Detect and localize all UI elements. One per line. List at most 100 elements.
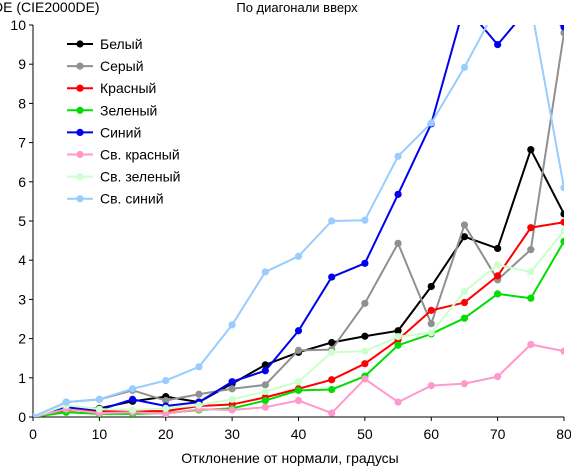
- data-point: [527, 146, 535, 154]
- data-point: [560, 218, 564, 226]
- legend-swatch-marker: [76, 128, 84, 136]
- data-point: [560, 210, 564, 218]
- data-point: [560, 347, 564, 355]
- data-point: [361, 216, 369, 224]
- legend-item: Белый: [67, 36, 143, 52]
- legend-item: Красный: [67, 80, 156, 96]
- data-point: [294, 396, 303, 405]
- data-point: [228, 395, 236, 403]
- y-tick-label: 9: [18, 56, 26, 72]
- data-point: [560, 29, 564, 37]
- x-tick-label: 20: [158, 426, 174, 442]
- data-point: [394, 341, 402, 349]
- data-point: [361, 299, 369, 307]
- data-point: [228, 321, 236, 329]
- y-tick-label: 8: [18, 95, 26, 111]
- data-point: [361, 360, 369, 368]
- x-tick-label: 70: [490, 426, 506, 442]
- data-point: [460, 314, 469, 322]
- data-point: [361, 375, 369, 383]
- data-point: [427, 382, 435, 390]
- data-point: [294, 378, 303, 386]
- legend-item: Св. синий: [67, 191, 164, 207]
- data-point: [494, 261, 502, 269]
- legend: Белый Серый Красный Зеленый Синий Св. красный…: [67, 36, 180, 207]
- y-axis-label: DE (CIE2000DE): [0, 0, 100, 15]
- legend-swatch-marker: [76, 62, 84, 70]
- x-tick-label: 0: [29, 426, 37, 442]
- legend-swatch-marker: [76, 150, 84, 159]
- data-point: [361, 259, 369, 267]
- data-point: [328, 348, 336, 356]
- data-point: [328, 409, 336, 417]
- data-point: [394, 190, 402, 198]
- data-point: [560, 25, 564, 31]
- data-point: [328, 376, 336, 384]
- data-point: [261, 361, 269, 369]
- data-point: [328, 338, 336, 347]
- x-tick-label: 10: [92, 426, 108, 442]
- data-point: [261, 387, 269, 396]
- legend-swatch-marker: [76, 106, 84, 114]
- data-point: [494, 290, 502, 298]
- data-point: [128, 385, 137, 393]
- data-point: [328, 385, 336, 394]
- data-point: [527, 2, 534, 9]
- data-point: [361, 332, 369, 340]
- legend-label: Серый: [100, 58, 144, 74]
- legend-swatch-marker: [76, 40, 84, 48]
- data-point: [195, 363, 203, 371]
- data-point: [461, 2, 468, 9]
- data-point: [228, 378, 236, 386]
- data-point: [361, 347, 369, 355]
- data-point: [394, 239, 402, 247]
- data-point: [228, 406, 236, 414]
- series-layer: [33, 2, 564, 417]
- data-point: [460, 221, 469, 229]
- data-point: [294, 346, 303, 354]
- x-tick-label: 80: [556, 426, 571, 442]
- data-point: [427, 119, 435, 127]
- y-tick-label: 7: [18, 135, 26, 151]
- y-tick-label: 0: [18, 409, 26, 425]
- data-point: [460, 380, 469, 388]
- data-point: [527, 268, 535, 276]
- y-tick-label: 3: [18, 291, 26, 307]
- y-tick-label: 5: [18, 213, 26, 229]
- data-point: [560, 227, 564, 235]
- legend-label: Синий: [100, 124, 141, 140]
- data-point: [228, 385, 236, 393]
- data-point: [62, 398, 70, 406]
- data-point: [394, 152, 402, 160]
- data-point: [527, 246, 535, 254]
- data-point: [162, 396, 170, 405]
- data-point: [527, 2, 534, 9]
- data-point: [460, 287, 469, 296]
- legend-item: Зеленый: [67, 102, 157, 118]
- x-tick-label: 60: [423, 426, 439, 442]
- x-axis-label: Отклонение от нормали, градусы: [181, 450, 398, 466]
- data-point: [33, 413, 37, 417]
- data-point: [328, 273, 336, 281]
- data-point: [95, 395, 103, 403]
- data-point: [261, 367, 269, 375]
- data-point: [294, 252, 303, 260]
- data-point: [162, 410, 170, 417]
- legend-label: Св. синий: [100, 191, 164, 207]
- data-point: [560, 237, 564, 245]
- data-point: [527, 294, 535, 302]
- data-point: [162, 404, 170, 412]
- legend-item: Серый: [67, 58, 144, 74]
- x-tick-label: 50: [357, 426, 373, 442]
- legend-swatch-marker: [76, 173, 84, 181]
- legend-item: Св. зеленый: [67, 169, 180, 185]
- series-group: [33, 2, 564, 417]
- data-point: [95, 405, 103, 413]
- data-point: [195, 390, 203, 398]
- legend-label: Белый: [100, 36, 143, 52]
- y-tick-label: 6: [18, 174, 26, 190]
- data-point: [494, 2, 501, 9]
- data-point: [494, 373, 502, 381]
- data-point: [394, 398, 402, 406]
